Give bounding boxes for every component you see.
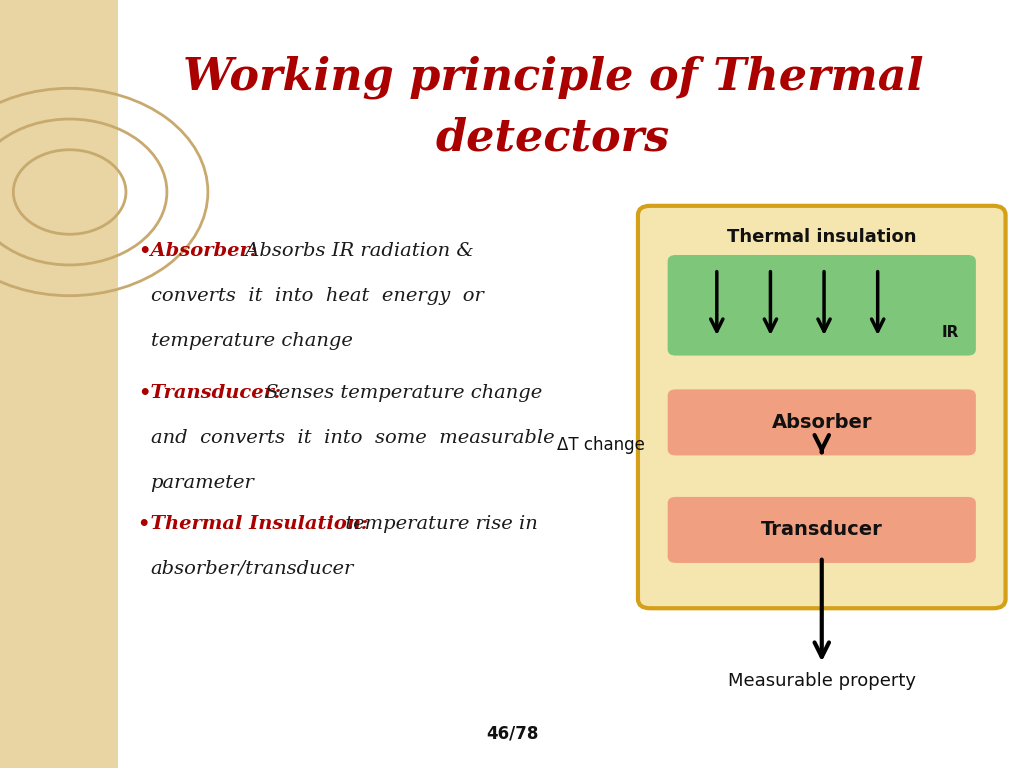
Text: temperature rise in: temperature rise in [339,515,538,532]
Text: Senses temperature change: Senses temperature change [259,384,542,402]
Text: Measurable property: Measurable property [728,672,915,690]
FancyBboxPatch shape [668,255,976,356]
Text: Thermal insulation: Thermal insulation [727,227,916,246]
Text: ΔT change: ΔT change [557,436,645,455]
Text: Absorbs IR radiation &: Absorbs IR radiation & [239,242,473,260]
Text: •Transducer:: •Transducer: [138,384,282,402]
Text: and  converts  it  into  some  measurable: and converts it into some measurable [151,429,554,447]
Text: detectors: detectors [436,117,670,160]
Text: IR: IR [942,325,959,340]
Text: parameter: parameter [151,474,254,492]
FancyBboxPatch shape [638,206,1006,608]
Text: Transducer: Transducer [761,521,883,539]
Bar [0,0,118,768]
Text: absorber/transducer: absorber/transducer [151,559,354,578]
Text: Absorber: Absorber [771,413,872,432]
Text: Working principle of Thermal: Working principle of Thermal [182,55,924,98]
FancyBboxPatch shape [668,389,976,455]
Text: 46/78: 46/78 [485,724,539,743]
Text: •Absorber:: •Absorber: [138,242,257,260]
Text: •Thermal Insulation:: •Thermal Insulation: [138,515,369,532]
Text: temperature change: temperature change [151,332,352,349]
FancyBboxPatch shape [668,497,976,563]
Text: converts  it  into  heat  energy  or: converts it into heat energy or [151,286,483,305]
